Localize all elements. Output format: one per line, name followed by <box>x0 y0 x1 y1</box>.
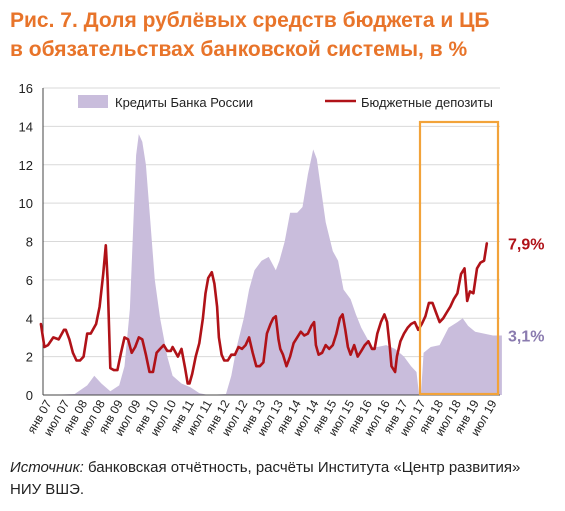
y-tick-label: 0 <box>26 388 33 403</box>
y-tick-label: 6 <box>26 273 33 288</box>
chart-title: Рис. 7. Доля рублёвых средств бюджета и … <box>10 6 555 64</box>
chart-title-line-1: Рис. 7. Доля рублёвых средств бюджета и … <box>10 9 490 32</box>
y-tick-label: 4 <box>26 311 33 326</box>
legend: Кредиты Банка России Бюджетные депозиты <box>78 95 493 110</box>
y-axis-labels: 0 2 4 6 8 10 12 14 16 <box>19 81 33 403</box>
y-tick-label: 8 <box>26 235 33 250</box>
y-tick-label: 2 <box>26 350 33 365</box>
end-label-budget: 7,9% <box>508 236 544 253</box>
legend-label-area: Кредиты Банка России <box>115 95 253 110</box>
highlight-rect <box>418 120 500 396</box>
source-note: Источник: банковская отчётность, расчёты… <box>10 457 555 501</box>
y-tick-label: 14 <box>19 119 33 134</box>
source-label: Источник: <box>10 459 84 476</box>
end-labels: 7,9% 3,1% <box>508 236 544 345</box>
y-tick-label: 10 <box>19 196 33 211</box>
chart-title-line-2: в обязательствах банковской системы, в % <box>10 38 468 61</box>
y-tick-label: 16 <box>19 81 33 96</box>
area-series <box>48 134 502 395</box>
area-cb-credits <box>48 134 502 395</box>
line-series <box>39 242 489 385</box>
legend-label-line: Бюджетные депозиты <box>361 95 493 110</box>
y-tick-label: 12 <box>19 158 33 173</box>
legend-swatch-area <box>78 95 108 108</box>
line-budget-deposits <box>39 242 489 385</box>
end-label-cb: 3,1% <box>508 329 544 346</box>
highlight-box <box>418 120 500 396</box>
source-text: банковская отчётность, расчёты Института… <box>10 459 521 498</box>
